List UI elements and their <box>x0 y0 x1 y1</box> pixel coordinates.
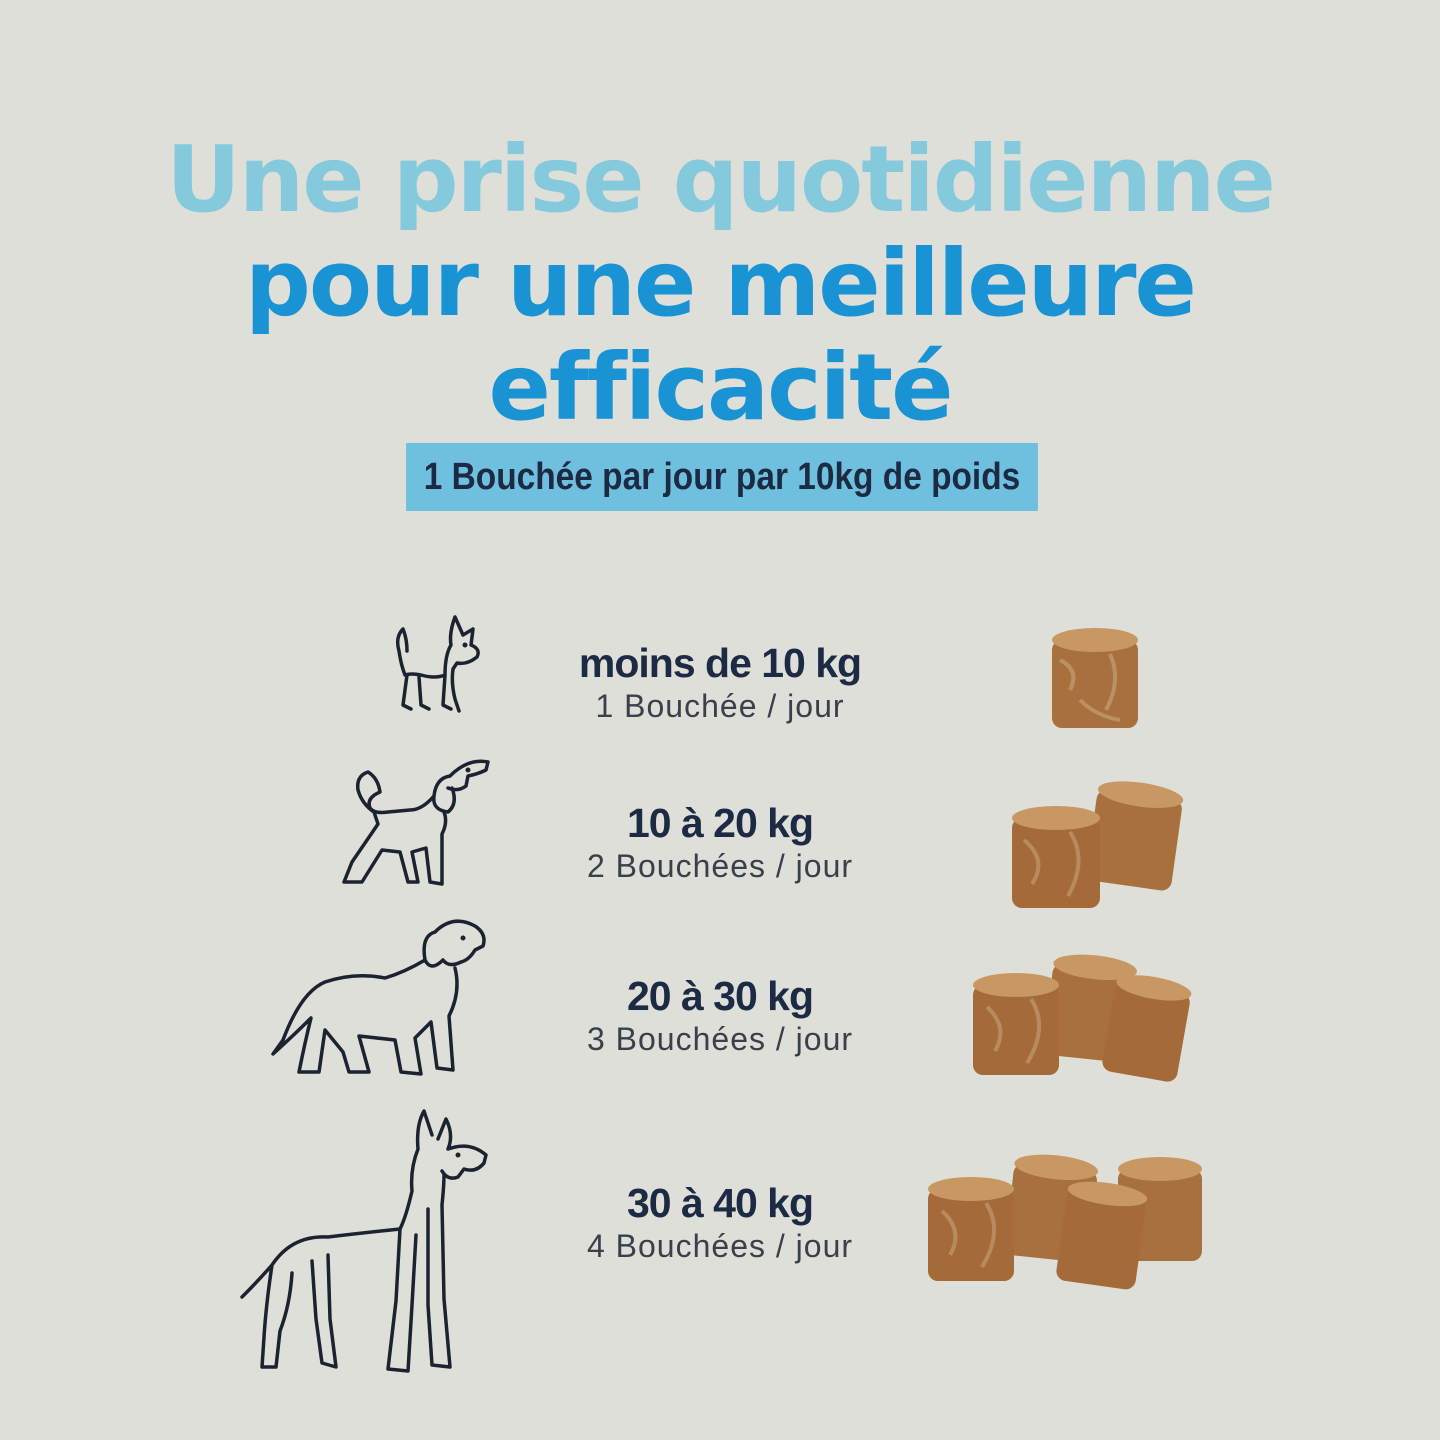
dose-label: 4 Bouchées / jour <box>586 1228 854 1264</box>
dose-row-2: 10 à 20 kg 2 Bouchées / jour <box>520 800 920 886</box>
weight-label: 10 à 20 kg <box>626 800 814 846</box>
weight-label: moins de 10 kg <box>578 640 862 686</box>
small-dog-icon <box>395 615 480 713</box>
dose-banner: 1 Bouchée par jour par 10kg de poids <box>406 443 1038 511</box>
large-dog-icon <box>271 919 486 1076</box>
title-line-2: pour une meilleure efficacité <box>245 230 1197 441</box>
dose-label: 1 Bouchée / jour <box>595 688 845 724</box>
giant-dog-icon <box>240 1109 488 1373</box>
page-title: Une prise quotidienne pour une meilleure… <box>0 128 1440 440</box>
treats-3 <box>973 954 1192 1082</box>
medium-dog-icon <box>342 759 490 886</box>
dose-row-1: moins de 10 kg 1 Bouchée / jour <box>520 640 920 726</box>
treats-4 <box>928 1154 1202 1290</box>
dose-row-4: 30 à 40 kg 4 Bouchées / jour <box>520 1180 920 1266</box>
treat-icon <box>1052 628 1138 728</box>
treats-2 <box>1012 781 1184 908</box>
weight-label: 30 à 40 kg <box>626 1180 814 1226</box>
dose-row-3: 20 à 30 kg 3 Bouchées / jour <box>520 973 920 1059</box>
title-line-1: Une prise quotidienne <box>166 126 1276 233</box>
dose-label: 2 Bouchées / jour <box>586 848 854 884</box>
treats-1 <box>1052 628 1138 728</box>
weight-label: 20 à 30 kg <box>626 973 814 1019</box>
dose-label: 3 Bouchées / jour <box>586 1021 854 1057</box>
